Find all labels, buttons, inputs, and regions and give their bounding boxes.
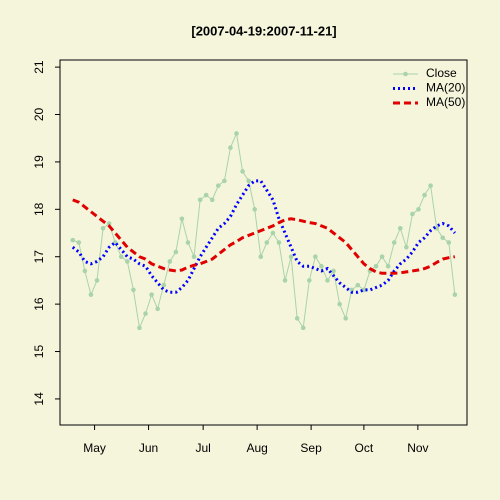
point: [422, 192, 427, 198]
point: [118, 254, 124, 260]
point: [197, 197, 203, 203]
point: [155, 306, 160, 312]
point: [379, 254, 385, 260]
point: [222, 178, 227, 184]
point: [131, 287, 136, 293]
point: [179, 216, 185, 222]
point: [161, 282, 167, 288]
x-tick-label: Nov: [407, 441, 428, 455]
y-tick-label: 16: [32, 297, 46, 311]
point: [404, 244, 409, 250]
point: [288, 254, 294, 260]
point: [313, 254, 318, 260]
point: [373, 263, 379, 269]
x-tick-label: Jul: [195, 441, 210, 455]
chart-title: [2007-04-19:2007-11-21]: [191, 23, 336, 38]
point: [452, 292, 458, 297]
point: [434, 225, 439, 231]
point: [428, 183, 433, 188]
point: [355, 282, 361, 288]
point: [282, 278, 288, 283]
point: [82, 268, 88, 274]
point: [70, 237, 76, 243]
point: [173, 249, 179, 255]
point: [228, 145, 233, 150]
x-tick-label: Aug: [246, 441, 267, 455]
point: [258, 254, 264, 260]
point: [106, 221, 112, 226]
point: [143, 311, 148, 316]
point: [294, 316, 300, 321]
point: [209, 197, 215, 203]
x-tick-label: Sep: [300, 441, 322, 455]
x-tick-label: Oct: [355, 441, 374, 455]
y-tick-label: 20: [32, 108, 46, 122]
point: [191, 254, 197, 260]
legend-label: Close: [426, 66, 457, 80]
point: [270, 230, 276, 236]
point: [216, 183, 221, 188]
legend-label: MA(20): [426, 81, 465, 95]
point: [100, 225, 106, 231]
x-tick-label: Jun: [139, 441, 158, 455]
point: [240, 169, 245, 174]
point: [137, 325, 142, 331]
point: [331, 268, 336, 274]
series-line: [71, 179, 457, 294]
point: [246, 178, 251, 184]
point: [234, 131, 239, 136]
series-line: [72, 198, 456, 275]
y-tick-label: 14: [32, 392, 46, 406]
y-tick-label: 15: [32, 345, 46, 359]
plot-frame: [59, 59, 468, 426]
point: [252, 207, 258, 212]
point: [446, 240, 452, 245]
point: [343, 316, 348, 321]
series-line: [72, 131, 456, 330]
point: [149, 292, 154, 297]
point: [306, 278, 312, 283]
y-tick-label: 21: [32, 60, 46, 74]
point: [167, 259, 173, 264]
legend-label: MA(50): [426, 95, 465, 109]
point: [300, 325, 306, 331]
point: [276, 240, 282, 245]
point: [325, 278, 330, 283]
point: [410, 211, 415, 217]
point: [397, 225, 403, 231]
point: [385, 263, 391, 269]
y-tick-label: 17: [32, 250, 46, 264]
point: [416, 207, 421, 212]
point: [76, 240, 82, 245]
point: [203, 192, 209, 198]
point: [391, 240, 397, 245]
point: [185, 240, 191, 245]
y-tick-label: 19: [32, 155, 46, 169]
point: [125, 259, 130, 264]
legend-point: [403, 71, 408, 77]
y-tick-label: 18: [32, 202, 46, 216]
point: [88, 292, 94, 297]
point: [337, 301, 342, 307]
point: [264, 240, 270, 245]
point: [319, 263, 324, 269]
point: [440, 235, 446, 241]
x-tick-label: May: [83, 441, 106, 455]
point: [94, 278, 100, 283]
